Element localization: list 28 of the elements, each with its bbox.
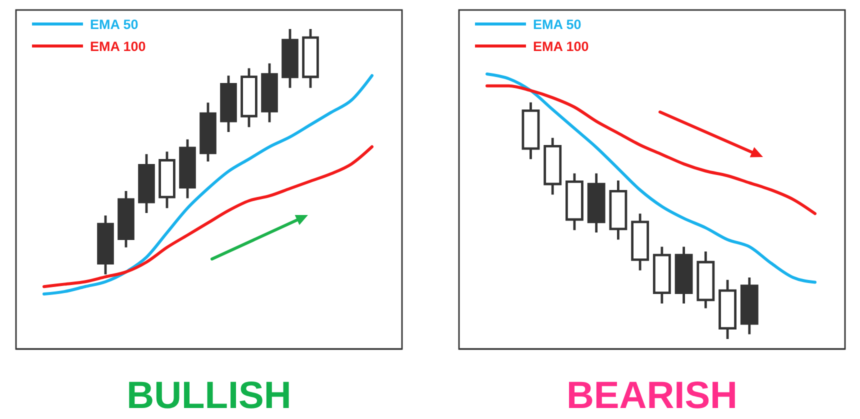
- text: BULLISH: [126, 375, 292, 417]
- candlestick: [97, 214, 114, 276]
- candlestick: [652, 246, 671, 305]
- candlestick: [718, 278, 736, 340]
- legend-label: EMA 100: [533, 38, 589, 54]
- candlestick: [220, 74, 237, 134]
- candlestick: [200, 101, 216, 163]
- candlestick: [696, 250, 715, 310]
- candlestick: [179, 138, 196, 200]
- legend-label: EMA 100: [90, 38, 146, 54]
- candlestick: [118, 190, 134, 249]
- candlestick: [566, 172, 584, 232]
- candlestick: [138, 152, 155, 214]
- legend-label: EMA 50: [90, 16, 138, 32]
- candlestick: [544, 136, 562, 196]
- candlestick: [740, 276, 758, 336]
- candlestick: [158, 150, 176, 210]
- candlestick: [282, 28, 298, 90]
- legend-label: EMA 50: [533, 16, 582, 32]
- candlestick: [261, 62, 278, 124]
- candlestick: [587, 172, 606, 234]
- candlestick: [631, 212, 650, 272]
- candlestick: [302, 28, 319, 90]
- candlestick: [240, 67, 258, 128]
- candlestick: [522, 101, 540, 160]
- candlestick: [609, 179, 628, 241]
- text: BEARISH: [566, 375, 738, 417]
- candlestick: [674, 246, 693, 305]
